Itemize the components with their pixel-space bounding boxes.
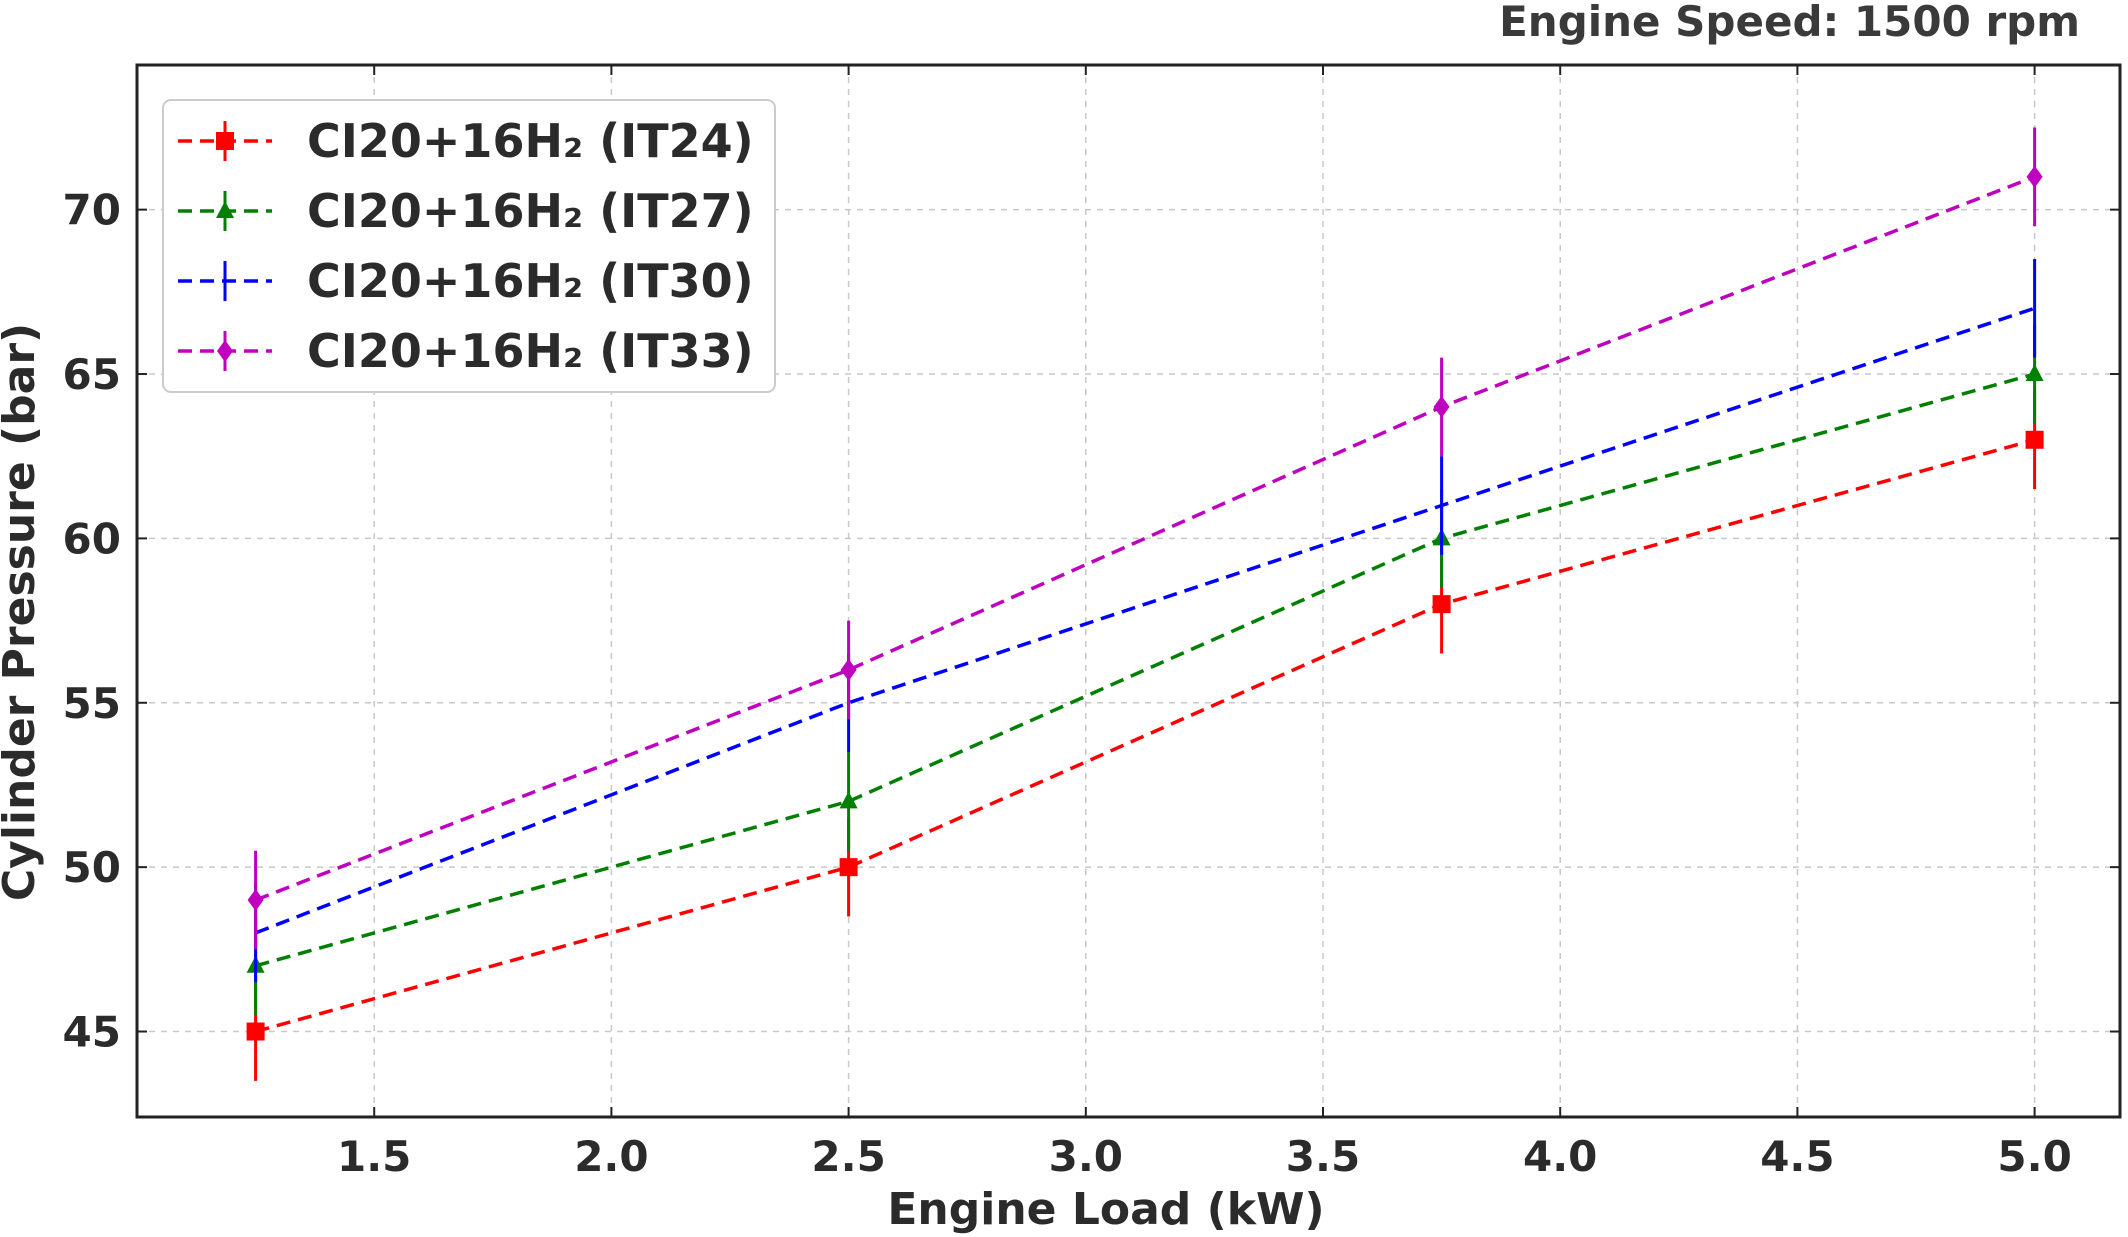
data-point (246, 1022, 265, 1041)
legend-marker (217, 340, 233, 362)
series-line (255, 438, 2036, 1034)
legend-label: CI20+16H₂ (IT30) (307, 254, 754, 308)
data-point (840, 658, 857, 681)
legend-entry: CI20+16H₂ (IT27) (178, 184, 754, 238)
x-axis-label: Engine Load (kW) (887, 1184, 1324, 1235)
legend-entry: CI20+16H₂ (IT24) (178, 114, 754, 168)
series-line (254, 306, 2036, 935)
legend-marker (216, 132, 234, 150)
plot-series (246, 127, 2044, 1081)
y-tick-label: 70 (63, 186, 121, 235)
y-tick-label: 55 (63, 679, 121, 728)
data-point (247, 889, 264, 912)
legend-label: CI20+16H₂ (IT27) (307, 184, 754, 238)
data-point (839, 858, 858, 877)
x-tick-label: 2.5 (811, 1132, 885, 1181)
series-line (254, 175, 2036, 902)
x-tick-label: 4.0 (1523, 1132, 1597, 1181)
y-tick-label: 65 (63, 350, 121, 399)
data-point (2025, 364, 2044, 382)
data-point (1432, 595, 1451, 614)
x-tick-label: 3.0 (1049, 1132, 1123, 1181)
x-tick-label: 2.0 (574, 1132, 648, 1181)
x-tick-label: 1.5 (337, 1132, 411, 1181)
legend-label: CI20+16H₂ (IT24) (307, 114, 754, 168)
data-point (2026, 165, 2043, 188)
data-point (839, 791, 858, 809)
x-tick-label: 5.0 (1997, 1132, 2071, 1181)
y-tick-label: 50 (63, 843, 121, 892)
legend: CI20+16H₂ (IT24) CI20+16H₂ (IT27) CI20+16H… (162, 99, 776, 393)
data-point (2025, 430, 2044, 449)
y-axis-label: Cylinder Pressure (bar) (0, 323, 45, 901)
legend-box (162, 99, 776, 393)
plot-frame (135, 63, 2122, 1119)
legend-marker (216, 201, 234, 218)
engine-speed-annotation: Engine Speed: 1500 rpm (1499, 0, 2080, 46)
series-4 (247, 127, 2043, 950)
axis-ticks: 1.5 2.0 2.5 3.0 3.5 4.0 4.5 5.0 45 50 55 60 65 70 (63, 65, 2120, 1181)
legend-label: CI20+16H₂ (IT33) (307, 324, 754, 378)
x-tick-label: 3.5 (1286, 1132, 1360, 1181)
legend-entry: CI20+16H₂ (IT30) (178, 254, 754, 308)
series-line (255, 372, 2036, 968)
grid (137, 65, 2120, 1117)
x-tick-label: 4.5 (1760, 1132, 1834, 1181)
y-tick-label: 45 (63, 1008, 121, 1057)
data-point (1433, 395, 1450, 418)
y-tick-label: 60 (63, 514, 121, 563)
legend-entry: CI20+16H₂ (IT33) (178, 324, 754, 378)
